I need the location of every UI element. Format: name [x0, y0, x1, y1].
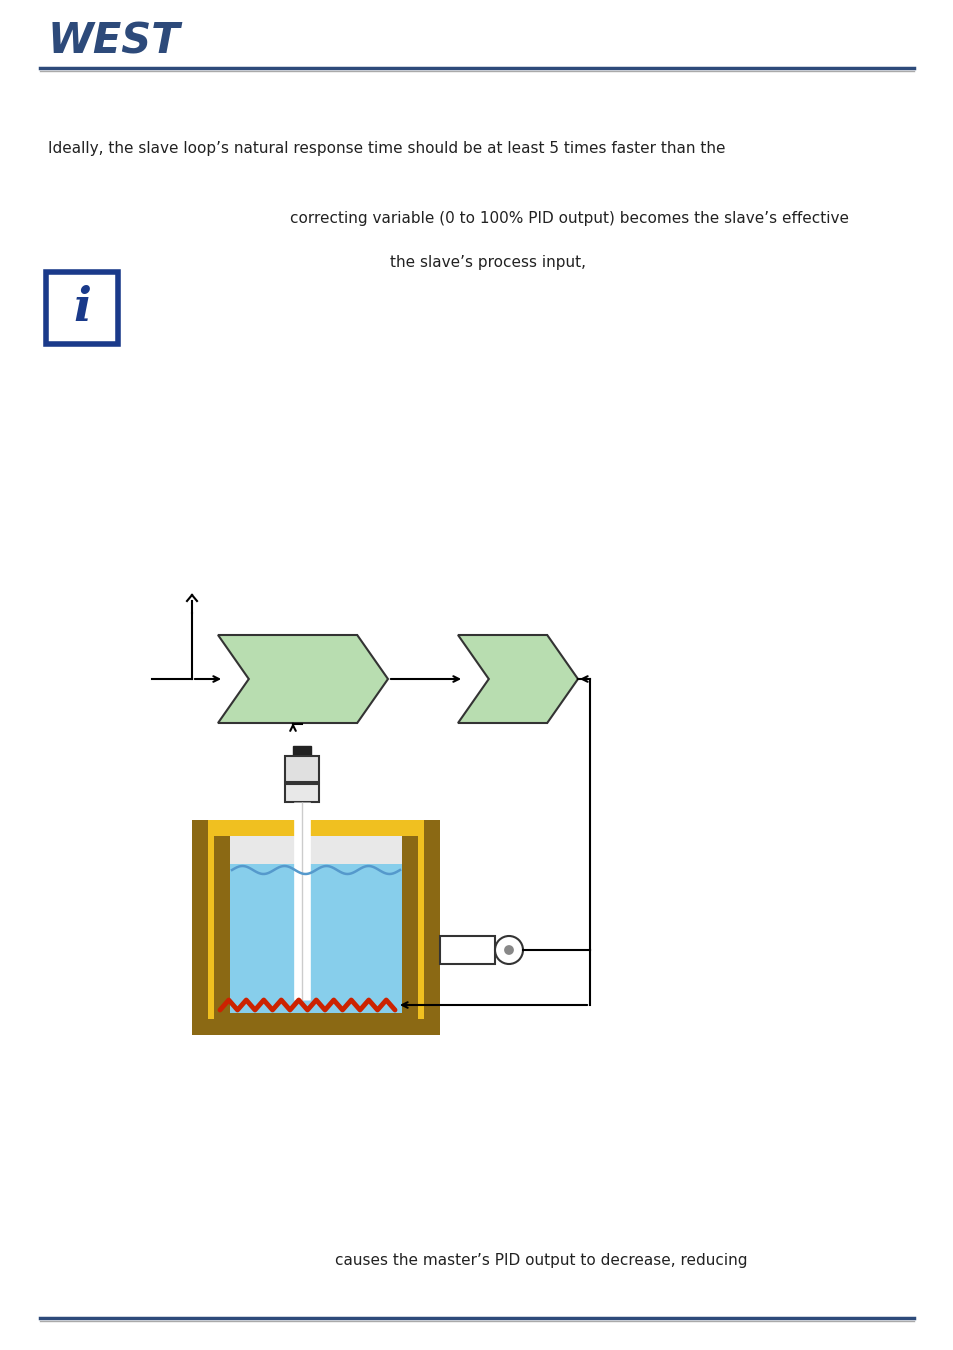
Text: the slave’s process input,: the slave’s process input, [390, 255, 585, 270]
Bar [285, 756, 318, 782]
Bar [293, 747, 311, 756]
Circle shape [495, 936, 522, 964]
Text: correcting variable (0 to 100% PID output) becomes the slave’s effective: correcting variable (0 to 100% PID outpu… [290, 211, 848, 225]
Polygon shape [457, 634, 578, 724]
Bar [213, 836, 417, 1029]
Polygon shape [218, 634, 388, 724]
Circle shape [503, 945, 514, 954]
Bar [208, 819, 423, 1019]
Bar [192, 819, 439, 1035]
Bar [439, 936, 495, 964]
Text: causes the master’s PID output to decrease, reducing: causes the master’s PID output to decrea… [335, 1253, 747, 1268]
Text: Ideally, the slave loop’s natural response time should be at least 5 times faste: Ideally, the slave loop’s natural respon… [48, 140, 724, 155]
Text: i: i [73, 285, 91, 331]
Bar [285, 784, 318, 802]
Bar [230, 864, 401, 1012]
Text: WEST: WEST [48, 22, 180, 63]
Bar [230, 836, 401, 1012]
Bar [46, 271, 118, 344]
